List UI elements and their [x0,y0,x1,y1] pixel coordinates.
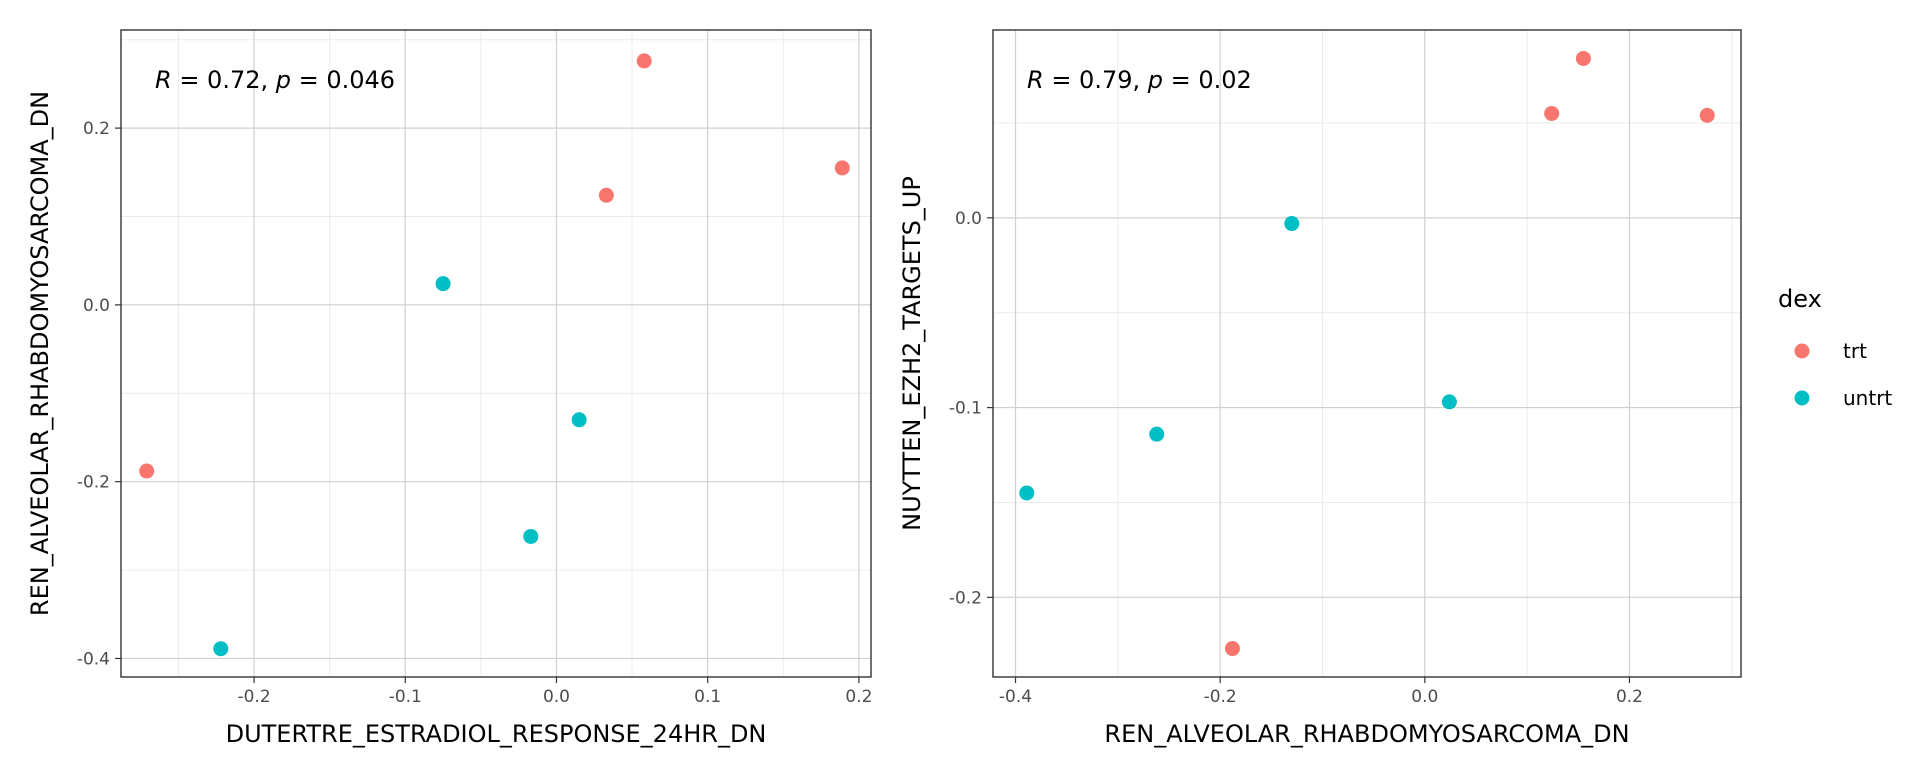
left-x-tick-label: -0.2 [237,687,270,707]
legend: dex trt untrt [1778,285,1892,410]
right-point-untrt [1284,216,1300,232]
left-y-tick-label: -0.2 [77,473,110,493]
left-stat-p-label: p [275,66,291,94]
right-point-trt [1699,107,1715,123]
left-stat-r-label: R [155,66,172,94]
left-y-axis-title: REN_ALVEOLAR_RHABDOMYOSARCOMA_DN [26,91,54,616]
right-y-axis-title: NUYTTEN_EZH2_TARGETS_UP [898,176,926,531]
left-panel-border [120,29,872,678]
left-point-trt [636,53,652,69]
right-point-untrt [1149,426,1165,442]
left-x-tick-label: -0.1 [389,687,422,707]
left-correlation-annotation: R = 0.72, p = 0.046 [155,66,395,94]
legend-label-untrt: untrt [1843,386,1892,410]
left-x-tick-label: 0.2 [845,687,872,707]
right-stat-r-label: R [1027,66,1044,94]
right-x-axis-title: REN_ALVEOLAR_RHABDOMYOSARCOMA_DN [1104,720,1629,748]
right-point-trt [1575,50,1591,66]
legend-label-trt: trt [1843,339,1867,363]
scatter-panel-left: -0.2 -0.1 0.0 0.1 0.2 -0.4 -0.2 0.0 0.2 DUTERTRE_… [26,29,872,748]
right-y-tick-label: -0.2 [949,588,982,608]
legend-key-untrt [1794,390,1810,406]
left-point-untrt [571,412,587,428]
right-y-tick-label: -0.1 [949,399,982,419]
scatter-panel-right: -0.4 -0.2 0.0 0.2 -0.2 -0.1 0.0 REN_ALVEOLAR_RH… [898,29,1742,748]
left-x-axis-title: DUTERTRE_ESTRADIOL_RESPONSE_24HR_DN [226,720,767,748]
right-stat-p-label: p [1147,66,1163,94]
right-point-untrt [1441,394,1457,410]
right-x-tick-label: 0.2 [1616,687,1643,707]
right-point-trt [1224,641,1240,657]
left-point-trt [834,160,850,176]
right-x-tick-label: 0.0 [1411,687,1438,707]
left-y-tick-label: 0.2 [83,119,110,139]
right-panel-border [992,29,1742,678]
right-x-tick-label: -0.2 [1204,687,1237,707]
left-y-tick-label: 0.0 [83,296,110,316]
right-stat-p-value: = 0.02 [1163,66,1252,94]
right-point-untrt [1019,485,1035,501]
left-point-untrt [435,276,451,292]
right-x-tick-label: -0.4 [999,687,1032,707]
legend-title: dex [1778,285,1822,313]
left-point-untrt [523,528,539,544]
left-point-untrt [213,641,229,657]
left-point-trt [139,463,155,479]
right-y-tick-label: 0.0 [955,209,982,229]
left-point-trt [598,187,614,203]
right-point-trt [1544,105,1560,121]
left-y-tick-label: -0.4 [77,649,110,669]
left-x-tick-label: 0.0 [543,687,570,707]
left-stat-p-value: = 0.046 [291,66,395,94]
right-stat-r-value: = 0.79, [1044,66,1148,94]
left-x-tick-label: 0.1 [694,687,721,707]
legend-key-trt [1794,343,1810,359]
left-stat-r-value: = 0.72, [172,66,276,94]
right-correlation-annotation: R = 0.79, p = 0.02 [1027,66,1252,94]
